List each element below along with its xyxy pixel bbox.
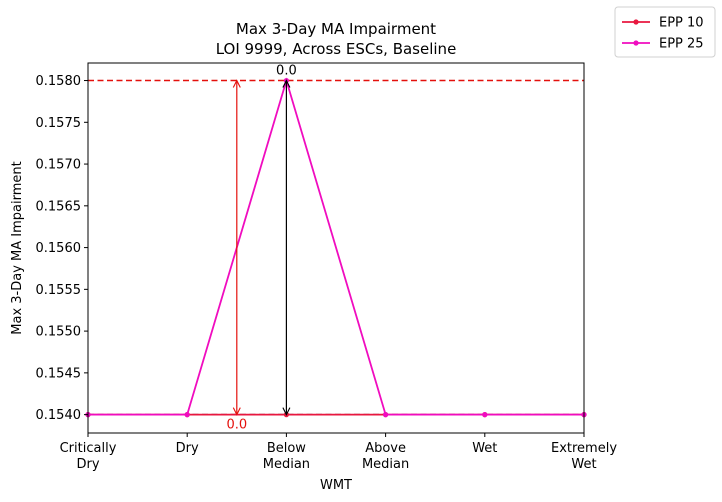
- series-line-2: [88, 77, 584, 416]
- annotation-label-1: 0.0: [226, 418, 247, 433]
- x-tick-label: Above Median: [362, 441, 409, 472]
- chart-title: Max 3-Day MA Impairment: [236, 20, 436, 38]
- x-tick-label: Dry: [176, 441, 199, 456]
- y-tick-label: 0.1540: [36, 408, 82, 423]
- legend-marker: [633, 19, 639, 25]
- legend-label-2: EPP 25: [659, 37, 704, 52]
- arrow-head: [282, 79, 291, 88]
- x-tick-label: Extremely Wet: [551, 441, 617, 472]
- x-tick-label: Below Median: [263, 441, 310, 472]
- data-point: [383, 412, 389, 418]
- legend-marker: [633, 40, 639, 46]
- plot-area: 0.0 0.0 0.1540 0.1545 0.1550 0.1555 0.1560 0.15…: [36, 62, 617, 472]
- y-tick-label: 0.1560: [36, 241, 82, 256]
- arrow-head: [282, 407, 291, 416]
- legend: EPP 10 EPP 25: [614, 6, 716, 58]
- annotation-label-2: 0.0: [276, 64, 297, 79]
- data-point: [184, 412, 190, 418]
- y-tick-label: 0.1565: [36, 199, 82, 214]
- chart-subtitle: LOI 9999, Across ESCs, Baseline: [216, 40, 457, 58]
- legend-box: [614, 6, 716, 58]
- y-tick-label: 0.1570: [36, 158, 82, 173]
- legend-label-1: EPP 10: [659, 16, 704, 31]
- y-tick-label: 0.1550: [36, 325, 82, 340]
- x-tick-label: Wet: [472, 441, 497, 456]
- y-axis-label: Max 3-Day MA Impairment: [10, 161, 25, 334]
- y-tick-label: 0.1575: [36, 116, 82, 131]
- x-axis-label: WMT: [320, 478, 352, 493]
- arrow-head: [232, 79, 241, 88]
- y-tick-label: 0.1555: [36, 283, 82, 298]
- data-point: [482, 412, 488, 418]
- y-tick-label: 0.1545: [36, 366, 82, 381]
- x-tick-label: Critically Dry: [60, 441, 117, 472]
- arrow-head: [232, 407, 241, 416]
- y-tick-label: 0.1580: [36, 74, 82, 89]
